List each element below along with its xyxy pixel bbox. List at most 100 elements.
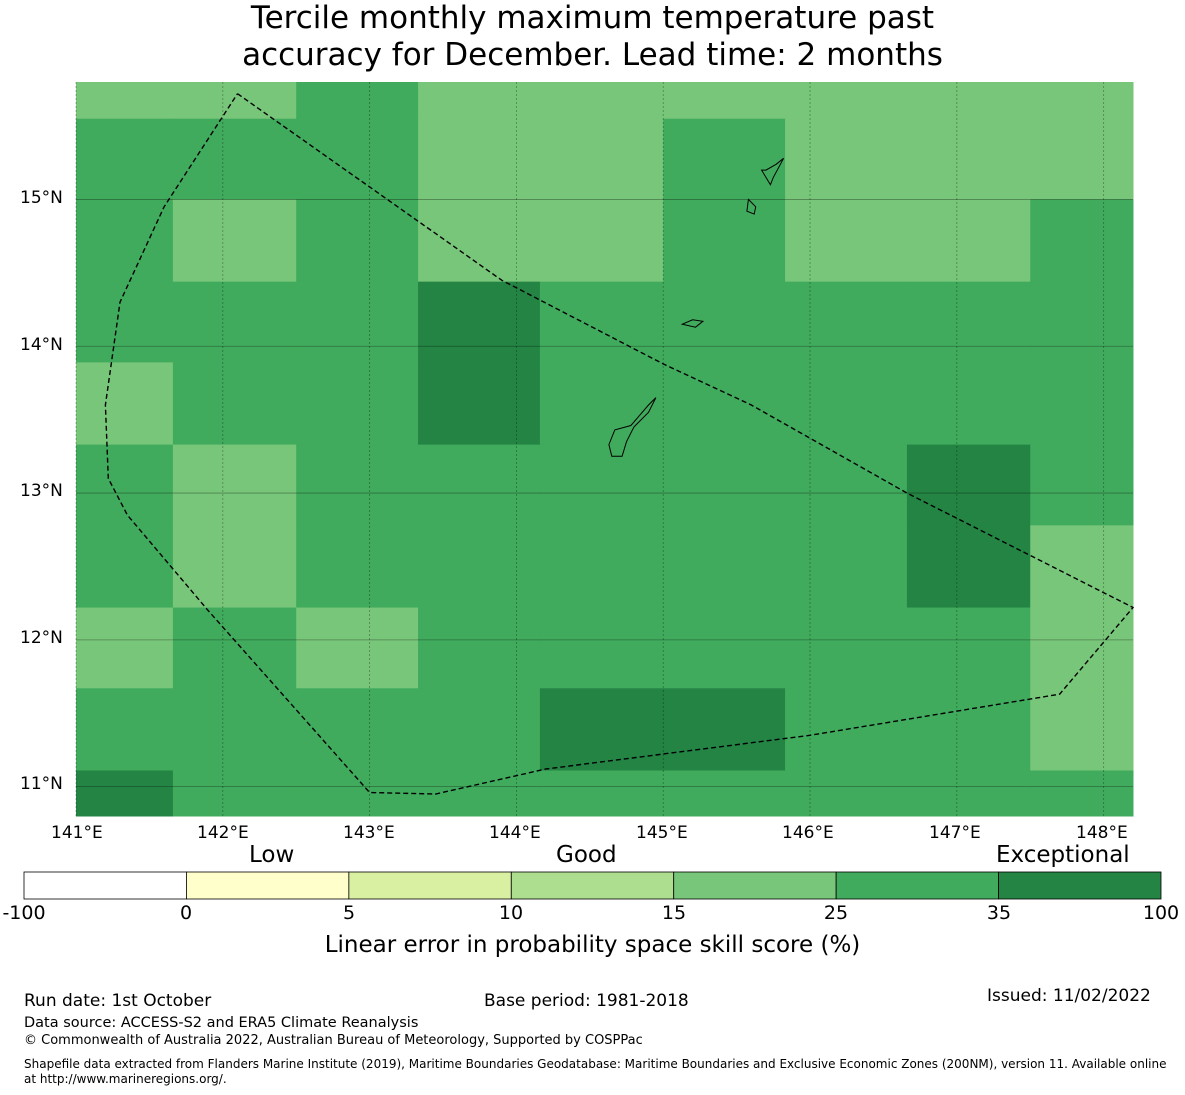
colorbar-segment <box>835 871 999 900</box>
skill-cell <box>76 688 174 771</box>
lon-label-146: 146°E <box>782 823 834 843</box>
skill-cell <box>785 525 908 609</box>
lon-label-148: 148°E <box>1076 823 1128 843</box>
skill-cell <box>1030 607 1134 689</box>
skill-cell <box>785 118 908 200</box>
shapefile-credit-line1: Shapefile data extracted from Flanders M… <box>24 1057 1167 1071</box>
skill-cell <box>785 362 908 446</box>
skill-cells <box>76 82 1134 817</box>
skill-cell <box>296 199 419 283</box>
skill-cell <box>296 362 419 446</box>
skill-cell <box>1030 688 1134 771</box>
category-exceptional: Exceptional <box>996 842 1130 868</box>
skill-cell <box>418 281 541 363</box>
colorbar-label: Linear error in probability space skill … <box>324 932 861 958</box>
colorbar-tick: 0 <box>179 902 193 924</box>
skill-cell <box>1030 362 1134 446</box>
lat-label-15: 15°N <box>20 188 63 208</box>
lat-label-12: 12°N <box>20 628 63 648</box>
skill-cell <box>1030 199 1134 283</box>
skill-cell <box>1030 444 1134 526</box>
skill-cell <box>76 281 174 363</box>
lon-label-141: 141°E <box>51 823 103 843</box>
skill-cell <box>418 688 541 771</box>
lat-label-11: 11°N <box>20 774 63 794</box>
skill-cell <box>296 82 419 120</box>
skill-cell <box>539 525 664 609</box>
skill-cell <box>539 82 664 120</box>
colorbar-tick: 15 <box>661 902 687 924</box>
skill-cell <box>539 444 664 526</box>
lat-label-13: 13°N <box>20 481 63 501</box>
skill-cell <box>418 199 541 283</box>
skill-cell <box>418 82 541 120</box>
skill-cell <box>1030 525 1134 609</box>
title-line-2: accuracy for December. Lead time: 2 mont… <box>242 37 943 73</box>
skill-cell <box>906 770 1031 817</box>
skill-cell <box>785 199 908 283</box>
skill-cell <box>785 770 908 817</box>
skill-cell <box>539 362 664 446</box>
colorbar-tick: 25 <box>823 902 849 924</box>
skill-cell <box>172 770 297 817</box>
skill-cell <box>76 118 174 200</box>
skill-cell <box>906 281 1031 363</box>
skill-cell <box>539 770 664 817</box>
skill-cell <box>296 281 419 363</box>
skill-cell <box>906 362 1031 446</box>
run-date: Run date: 1st October <box>24 991 212 1011</box>
skill-map <box>75 82 1135 817</box>
skill-cell <box>1030 82 1134 120</box>
colorbar-tick: 100 <box>1142 902 1180 924</box>
skill-cell <box>296 444 419 526</box>
skill-cell <box>296 525 419 609</box>
category-good: Good <box>556 842 617 868</box>
colorbar-segment <box>186 871 350 900</box>
skill-cell <box>785 444 908 526</box>
skill-cell <box>785 607 908 689</box>
skill-cell <box>1030 770 1134 817</box>
skill-cell <box>1030 118 1134 200</box>
copyright: © Commonwealth of Australia 2022, Austra… <box>24 1033 643 1048</box>
skill-cell <box>172 118 297 200</box>
skill-cell <box>539 688 664 771</box>
skill-cell <box>539 607 664 689</box>
island-guam <box>608 397 657 457</box>
skill-cell <box>663 688 786 771</box>
skill-cell <box>906 82 1031 120</box>
skill-cell <box>296 607 419 689</box>
colorbar-segment <box>673 871 837 900</box>
skill-cell <box>76 199 174 283</box>
island-tinian <box>746 198 757 215</box>
skill-cell <box>906 525 1031 609</box>
skill-cell <box>539 281 664 363</box>
title-line-1: Tercile monthly maximum temperature past <box>250 0 935 36</box>
lon-label-147: 147°E <box>929 823 981 843</box>
skill-cell <box>906 444 1031 526</box>
colorbar-tick: 5 <box>342 902 356 924</box>
colorbar-segment <box>998 871 1162 900</box>
data-source: Data source: ACCESS-S2 and ERA5 Climate … <box>24 1015 419 1031</box>
issued-date: Issued: 11/02/2022 <box>987 986 1151 1006</box>
skill-cell <box>172 362 297 446</box>
eez-boundary <box>104 93 1135 795</box>
skill-cell <box>539 118 664 200</box>
colorbar <box>23 871 1162 900</box>
skill-cell <box>296 688 419 771</box>
skill-cell <box>172 199 297 283</box>
colorbar-segment <box>510 871 675 900</box>
skill-cell <box>539 199 664 283</box>
skill-cell <box>172 607 297 689</box>
skill-cell <box>172 688 297 771</box>
lon-label-144: 144°E <box>489 823 541 843</box>
colorbar-segment <box>23 871 187 900</box>
skill-cell <box>1030 281 1134 363</box>
colorbar-tick: 10 <box>498 902 524 924</box>
skill-cell <box>172 525 297 609</box>
base-period: Base period: 1981-2018 <box>484 991 689 1011</box>
skill-cell <box>418 607 541 689</box>
skill-cell <box>76 525 174 609</box>
skill-cell <box>76 362 174 446</box>
skill-cell <box>76 444 174 526</box>
skill-cell <box>663 82 786 120</box>
